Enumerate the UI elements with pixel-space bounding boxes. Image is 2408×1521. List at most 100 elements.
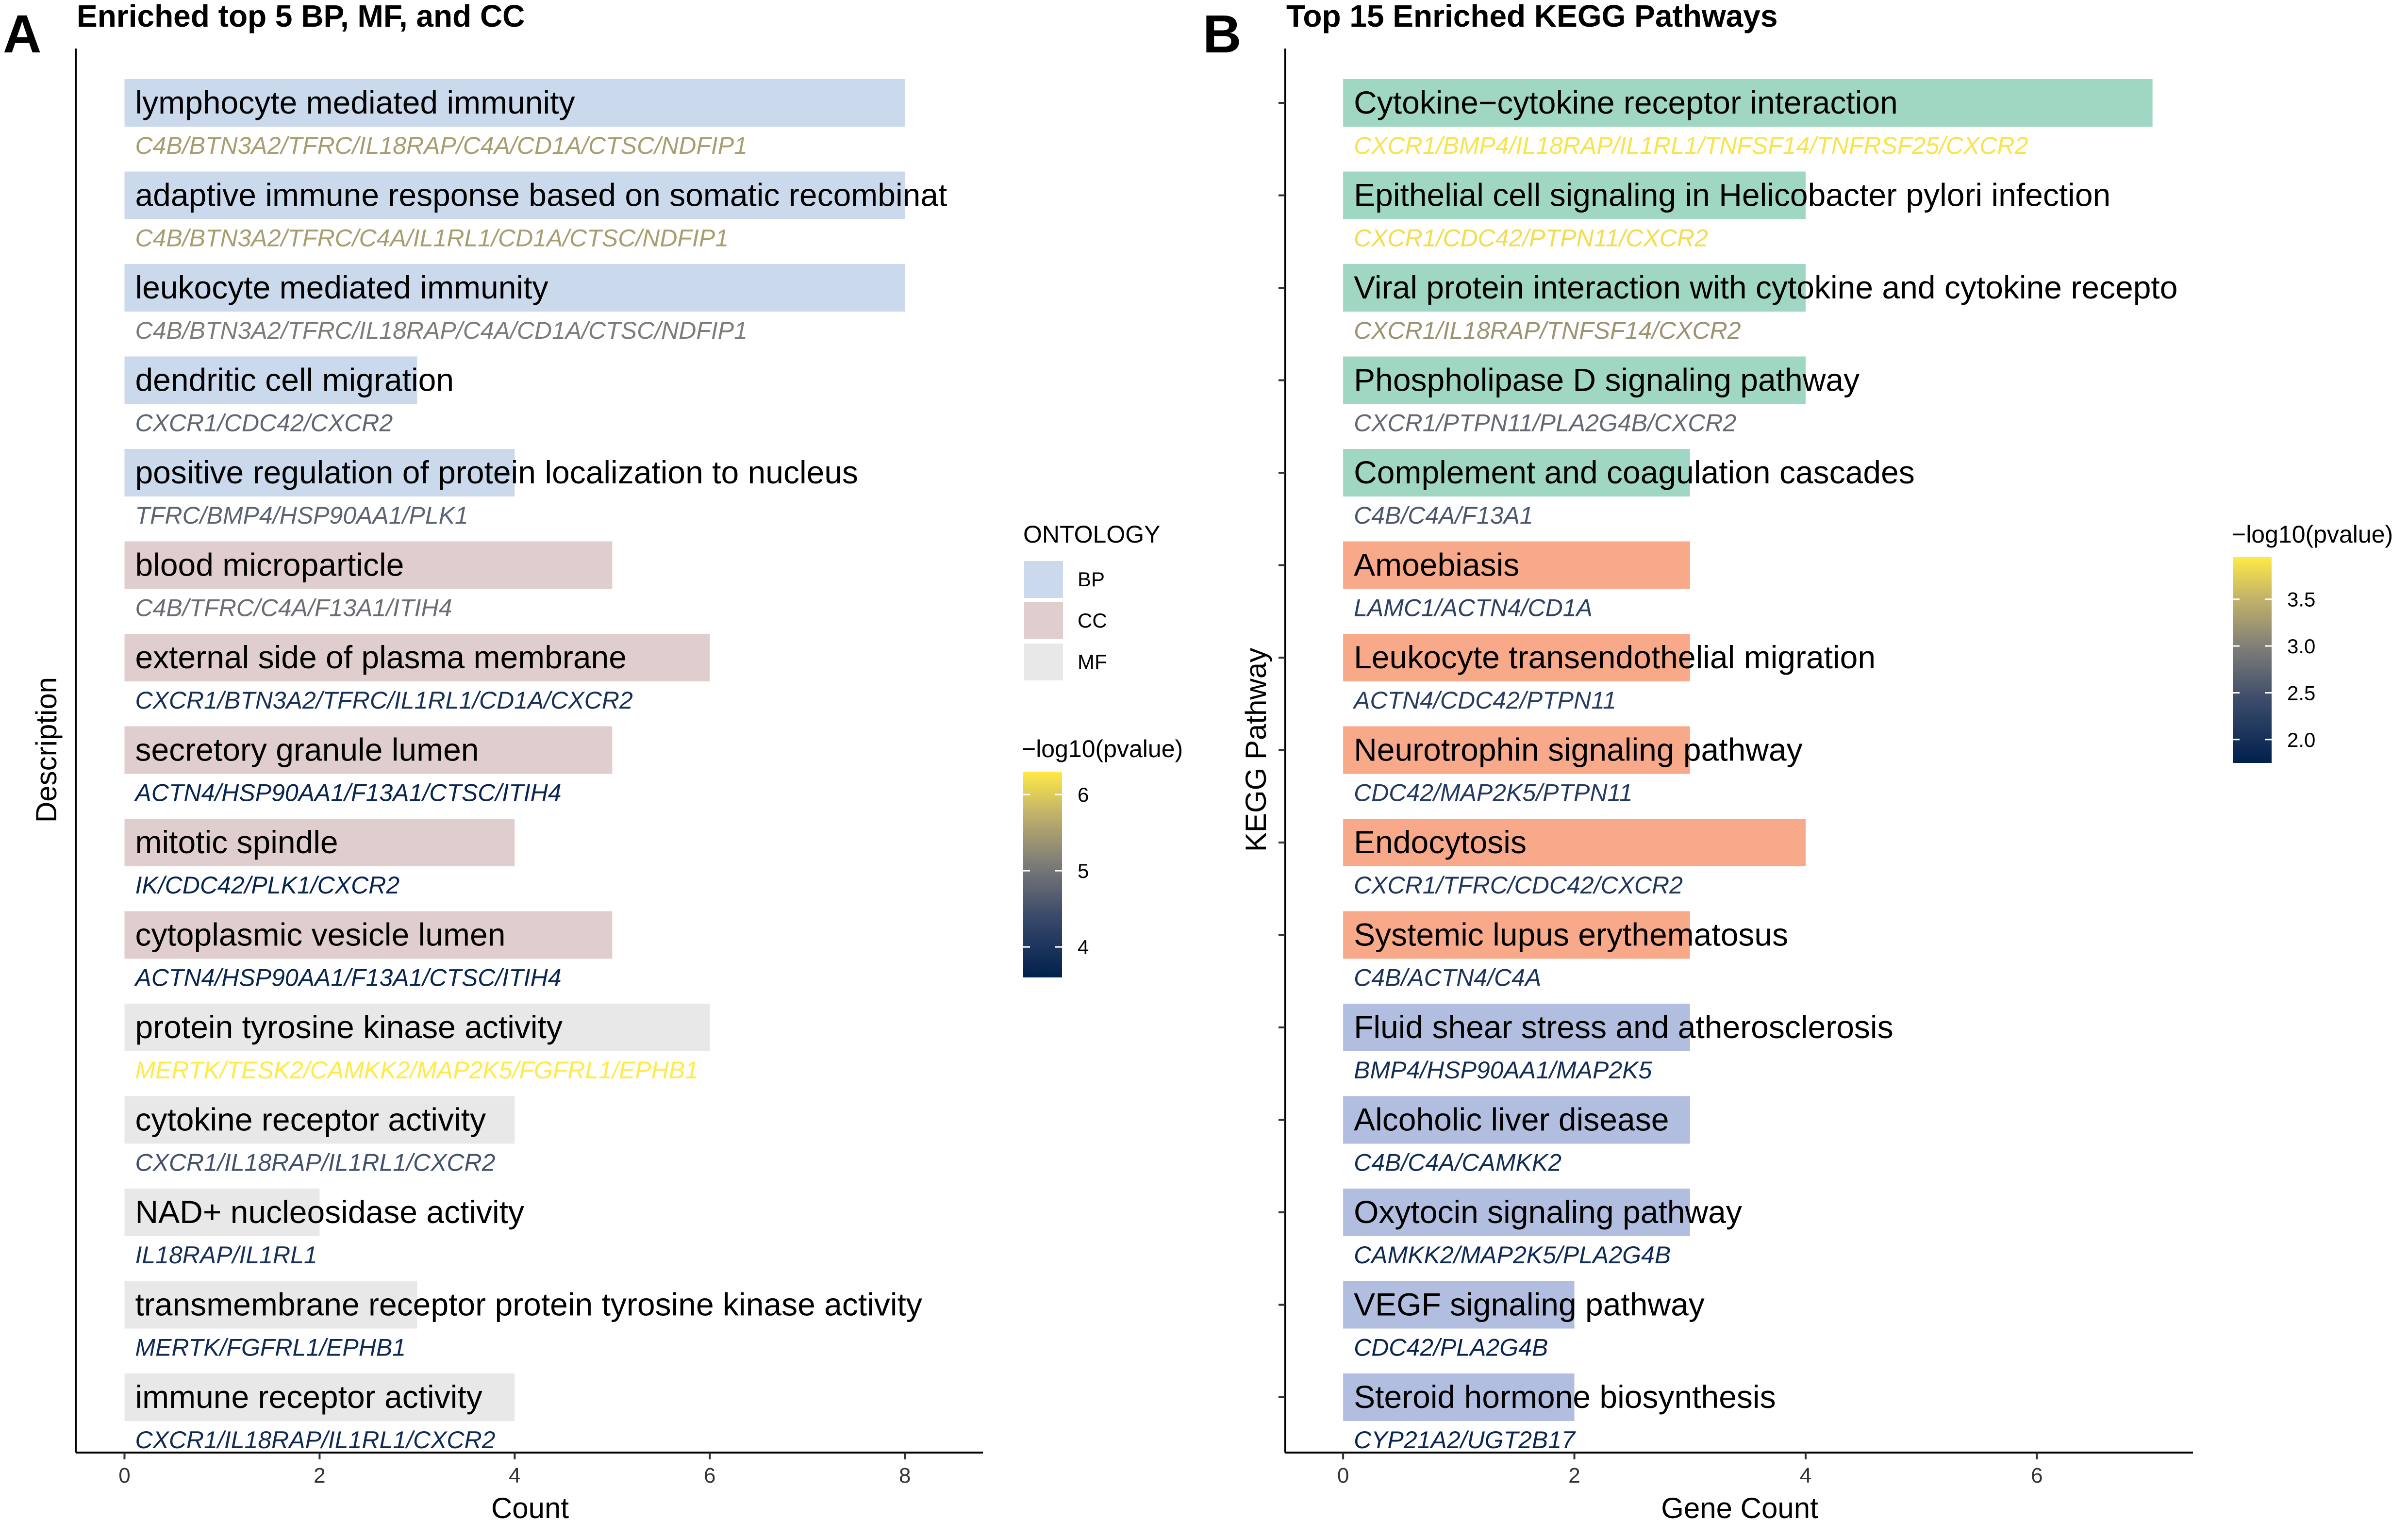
x-tick-label: 4 — [1800, 1464, 1811, 1488]
bar — [1343, 1096, 1690, 1144]
bar-term-label: Steroid hormone biosynthesis — [1354, 1379, 1776, 1415]
bar — [1343, 541, 1690, 589]
bar-gene-label: ACTN4/HSP90AA1/F13A1/CTSC/ITIH4 — [133, 779, 561, 807]
panel-b-tag: B — [1203, 4, 1241, 64]
bar-gene-label: CXCR1/TFRC/CDC42/CXCR2 — [1354, 872, 1683, 899]
x-tick-label: 0 — [1337, 1464, 1349, 1488]
bar — [124, 1096, 515, 1144]
bar-gene-label: C4B/ACTN4/C4A — [1354, 964, 1541, 992]
bar-term-label: leukocyte mediated immunity — [135, 269, 548, 305]
bar — [124, 1373, 515, 1421]
panel-b: B Top 15 Enriched KEGG Pathways Cytokine… — [1203, 0, 2393, 1521]
x-tick-label: 8 — [899, 1464, 911, 1488]
x-tick-label: 0 — [118, 1464, 130, 1488]
bar — [1343, 449, 1690, 496]
bar — [124, 634, 710, 681]
bar-term-label: immune receptor activity — [135, 1379, 482, 1415]
bar-gene-label: C4B/C4A/F13A1 — [1354, 502, 1533, 529]
bar — [124, 79, 905, 127]
bar — [1343, 1189, 1690, 1236]
bar-term-label: mitotic spindle — [135, 824, 338, 860]
bar — [124, 541, 613, 589]
bar-term-label: Epithelial cell signaling in Helicobacte… — [1354, 177, 2110, 213]
ontology-legend-title: ONTOLOGY — [1023, 521, 1160, 548]
bar-term-label: Leukocyte transendothelial migration — [1354, 639, 1876, 675]
panel-a-title: Enriched top 5 BP, MF, and CC — [77, 0, 525, 33]
bar-gene-label: CXCR1/PTPN11/PLA2G4B/CXCR2 — [1354, 410, 1736, 437]
bar — [124, 356, 417, 404]
bar-gene-label: MERTK/TESK2/CAMKK2/MAP2K5/FGFRL1/EPHB1 — [135, 1057, 698, 1084]
bar — [1343, 264, 1806, 312]
bar-gene-label: BMP4/HSP90AA1/MAP2K5 — [1354, 1057, 1652, 1084]
bar-term-label: dendritic cell migration — [135, 362, 454, 398]
x-tick-label: 4 — [509, 1464, 520, 1488]
bar — [124, 449, 515, 496]
panel-b-colorbar-gradient — [2233, 557, 2272, 763]
bar-gene-label: CXCR1/IL18RAP/IL1RL1/CXCR2 — [135, 1149, 495, 1176]
panel-b-y-axis-title: KEGG Pathway — [1240, 648, 1272, 852]
bar-term-label: Neurotrophin signaling pathway — [1354, 732, 1803, 768]
bar-term-label: Amoebiasis — [1354, 547, 1519, 583]
bar-term-label: Viral protein interaction with cytokine … — [1354, 269, 2177, 305]
bar-gene-label: CXCR1/IL18RAP/TNFSF14/CXCR2 — [1354, 317, 1741, 344]
bar-term-label: Oxytocin signaling pathway — [1354, 1194, 1742, 1230]
bar-gene-label: ACTN4/CDC42/PTPN11 — [1352, 687, 1616, 714]
bar — [1343, 1373, 1575, 1421]
bar-gene-label: CXCR1/BTN3A2/TFRC/IL1RL1/CD1A/CXCR2 — [135, 687, 632, 714]
legend-key-mf — [1024, 644, 1063, 680]
bar-term-label: Complement and coagulation cascades — [1354, 454, 1915, 490]
panel-b-x-ticks: 0 2 4 6 — [1337, 1453, 2043, 1488]
bar — [124, 819, 515, 866]
panel-b-y-ticks — [1279, 102, 1285, 1398]
bar-gene-label: CXCR1/CDC42/CXCR2 — [135, 410, 393, 437]
bar — [1343, 356, 1806, 404]
bar-gene-label: C4B/BTN3A2/TFRC/IL18RAP/C4A/CD1A/CTSC/ND… — [135, 132, 747, 159]
legend-key-cc — [1024, 602, 1063, 639]
panel-b-pvalue-colorbar: −log10(pvalue) 3.5 3.0 2.5 2.0 — [2232, 521, 2393, 763]
bar — [1343, 171, 1806, 219]
bar-term-label: transmembrane receptor protein tyrosine … — [135, 1287, 922, 1323]
bar — [1343, 1004, 1690, 1051]
bar-gene-label: MERTK/FGFRL1/EPHB1 — [135, 1334, 406, 1361]
bar-term-label: positive regulation of protein localizat… — [135, 454, 858, 490]
bar — [124, 911, 613, 959]
panel-a-colorbar-title: −log10(pvalue) — [1022, 735, 1183, 762]
bar-term-label: cytoplasmic vesicle lumen — [135, 917, 505, 953]
bar-gene-label: C4B/C4A/CAMKK2 — [1354, 1149, 1561, 1176]
panel-a-plot-area: lymphocyte mediated immunity C4B/BTN3A2/T… — [124, 79, 947, 1454]
x-tick-label: 2 — [1568, 1464, 1580, 1488]
panel-a-y-axis-title: Description — [30, 677, 63, 823]
panel-a-pvalue-colorbar: −log10(pvalue) 4 5 6 — [1022, 735, 1183, 977]
bar-gene-label: IL18RAP/IL1RL1 — [135, 1241, 317, 1269]
panel-b-title: Top 15 Enriched KEGG Pathways — [1286, 0, 1777, 33]
bar-gene-label: C4B/TFRC/C4A/F13A1/ITIH4 — [135, 595, 452, 622]
bar-term-label: NAD+ nucleosidase activity — [135, 1194, 524, 1230]
colorbar-tick-label: 2.0 — [2287, 728, 2315, 751]
panel-a-ontology-legend: ONTOLOGY BP CC MF — [1023, 521, 1160, 680]
colorbar-tick-label: 6 — [1078, 783, 1089, 806]
bar-gene-label: CXCR1/IL18RAP/IL1RL1/CXCR2 — [135, 1426, 495, 1454]
bar-gene-label: CDC42/MAP2K5/PTPN11 — [1354, 779, 1632, 807]
bar — [1343, 911, 1690, 959]
bar-term-label: protein tyrosine kinase activity — [135, 1009, 562, 1045]
bar-term-label: Phospholipase D signaling pathway — [1354, 362, 1860, 398]
bar-term-label: Alcoholic liver disease — [1354, 1102, 1669, 1138]
legend-label-cc: CC — [1078, 609, 1107, 632]
x-tick-label: 2 — [314, 1464, 325, 1488]
panel-b-plot-area: Cytokine−cytokine receptor interaction CX… — [1343, 79, 2177, 1454]
bar-gene-label: TFRC/BMP4/HSP90AA1/PLK1 — [135, 502, 468, 529]
bar — [1343, 726, 1690, 774]
bar — [124, 1281, 417, 1329]
colorbar-tick-label: 2.5 — [2287, 681, 2315, 704]
panel-a: A Enriched top 5 BP, MF, and CC lymphocy… — [3, 0, 1183, 1521]
bar — [124, 1004, 710, 1051]
bar-gene-label: CXCR1/CDC42/PTPN11/CXCR2 — [1354, 225, 1708, 252]
bar — [124, 1189, 320, 1236]
panel-b-colorbar-title: −log10(pvalue) — [2232, 521, 2393, 548]
bar-term-label: Fluid shear stress and atherosclerosis — [1354, 1009, 1893, 1045]
bar — [1343, 1281, 1575, 1329]
bar-gene-label: ACTN4/HSP90AA1/F13A1/CTSC/ITIH4 — [133, 964, 561, 992]
legend-label-bp: BP — [1078, 568, 1105, 591]
bar-gene-label: LAMC1/ACTN4/CD1A — [1354, 595, 1593, 622]
